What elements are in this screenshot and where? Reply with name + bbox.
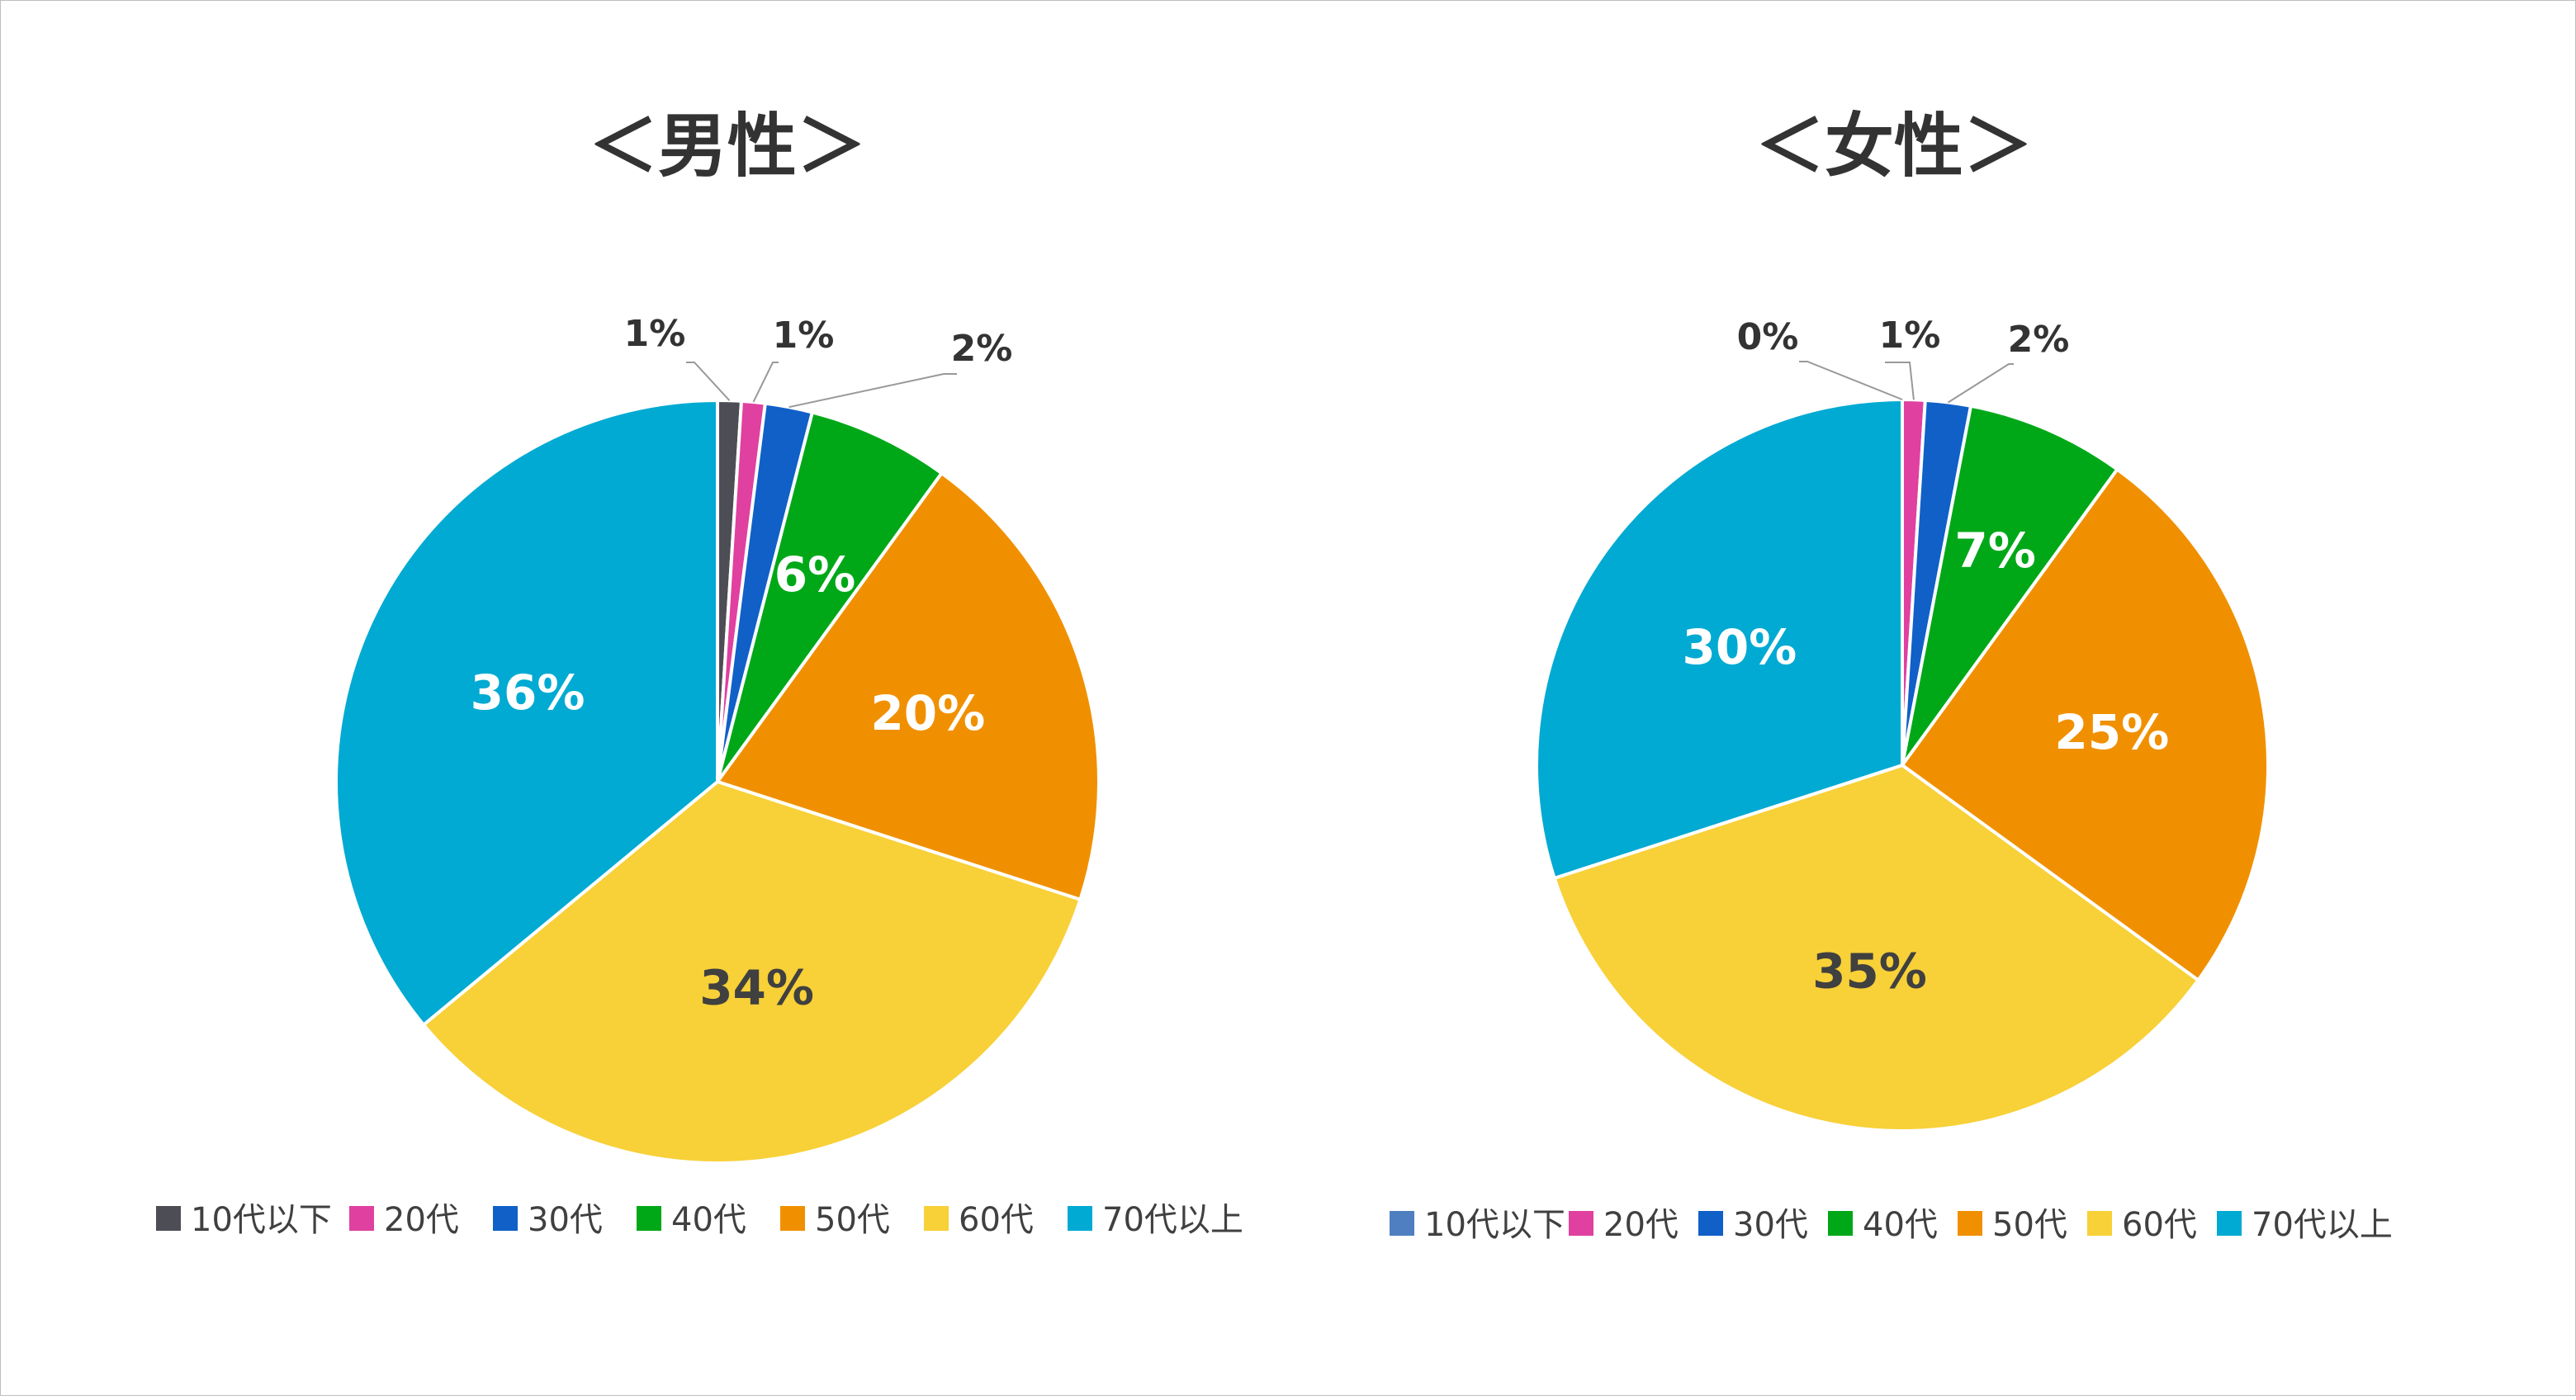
female-slices <box>1534 397 2270 1133</box>
female-legend-label-6: 70代以上 <box>2252 1206 2393 1244</box>
male-legend-swatch-4 <box>780 1206 805 1231</box>
female-slice-5 <box>1552 763 2201 1133</box>
male-slice-4 <box>714 471 1101 902</box>
female-legend-swatch-3 <box>1828 1211 1853 1236</box>
male-data-labels: 1% 1% 2% 6% 20% 34% 36% <box>471 313 1013 1016</box>
male-data-label-0: 1% <box>624 313 686 355</box>
male-slice-5 <box>421 779 1082 1166</box>
female-slice-3 <box>1901 404 2120 767</box>
male-legend-label-6: 70代以上 <box>1102 1201 1243 1239</box>
male-legend-swatch-0 <box>156 1206 181 1231</box>
female-legend-swatch-4 <box>1958 1211 1982 1236</box>
female-data-label-4: 25% <box>2054 704 2169 760</box>
male-chart-title: ＜男性＞ <box>589 106 866 187</box>
male-slice-6 <box>334 398 719 1028</box>
male-data-label-2: 2% <box>951 328 1013 370</box>
male-legend-label-1: 20代 <box>384 1201 459 1239</box>
female-legend: 10代以下 20代 30代 40代 50代 60代 70代以上 <box>1390 1206 2393 1244</box>
female-slice-6 <box>1534 397 1904 881</box>
male-slice-3 <box>716 410 945 783</box>
male-legend-label-5: 60代 <box>959 1201 1034 1239</box>
female-data-label-6: 30% <box>1682 619 1797 675</box>
male-legend-swatch-3 <box>637 1206 661 1231</box>
male-pie-chart: ＜男性＞ 1% 1% 2% 6% 20% 34% 36% 10代以下 20代 30代 40代 50代… <box>156 106 1243 1239</box>
male-legend-swatch-2 <box>493 1206 518 1231</box>
female-data-label-2: 2% <box>2008 319 2070 361</box>
female-legend-swatch-5 <box>2087 1211 2112 1236</box>
female-leader-line-0 <box>1799 361 1903 400</box>
male-leader-lines <box>686 362 957 409</box>
female-legend-label-2: 30代 <box>1733 1206 1808 1244</box>
male-legend-swatch-5 <box>924 1206 949 1231</box>
female-chart-title: ＜女性＞ <box>1755 106 2033 187</box>
female-legend-swatch-0 <box>1390 1211 1414 1236</box>
male-legend-swatch-1 <box>349 1206 374 1231</box>
female-data-label-0: 0% <box>1737 316 1799 358</box>
male-legend-label-4: 50代 <box>815 1201 890 1239</box>
female-pie-chart: ＜女性＞ 0% 1% 2% 7% 25% 35% 30% 10代以下 20代 30代 40代 50代… <box>1390 106 2393 1244</box>
female-data-labels: 0% 1% 2% 7% 25% 35% 30% <box>1682 315 2169 999</box>
female-data-label-1: 1% <box>1879 315 1941 357</box>
male-slices <box>334 398 1101 1166</box>
female-legend-label-0: 10代以下 <box>1424 1206 1565 1244</box>
male-legend-label-0: 10代以下 <box>191 1201 332 1239</box>
female-leader-line-2 <box>1947 363 2014 404</box>
male-data-label-1: 1% <box>773 315 835 357</box>
female-data-label-3: 7% <box>1954 523 2035 579</box>
female-slice-4 <box>1900 466 2270 983</box>
male-data-label-6: 36% <box>471 665 585 721</box>
male-legend: 10代以下 20代 30代 40代 50代 60代 70代以上 <box>156 1201 1243 1239</box>
male-leader-line-1 <box>752 362 779 403</box>
male-data-label-5: 34% <box>699 960 814 1016</box>
female-legend-swatch-6 <box>2217 1211 2242 1236</box>
male-leader-line-2 <box>788 373 957 409</box>
female-legend-swatch-2 <box>1698 1211 1723 1236</box>
male-data-label-4: 20% <box>870 685 985 741</box>
female-legend-label-4: 50代 <box>1992 1206 2067 1244</box>
male-legend-label-3: 40代 <box>671 1201 746 1239</box>
male-legend-label-2: 30代 <box>528 1201 603 1239</box>
male-legend-swatch-6 <box>1068 1206 1092 1231</box>
female-legend-label-1: 20代 <box>1603 1206 1679 1244</box>
female-data-label-5: 35% <box>1812 943 1927 999</box>
female-leader-line-1 <box>1885 362 1915 400</box>
female-legend-swatch-1 <box>1569 1211 1593 1236</box>
female-legend-label-5: 60代 <box>2122 1206 2197 1244</box>
male-data-label-3: 6% <box>774 546 855 603</box>
male-leader-line-0 <box>686 362 731 401</box>
female-legend-label-3: 40代 <box>1863 1206 1938 1244</box>
female-leader-lines <box>1799 361 2014 404</box>
